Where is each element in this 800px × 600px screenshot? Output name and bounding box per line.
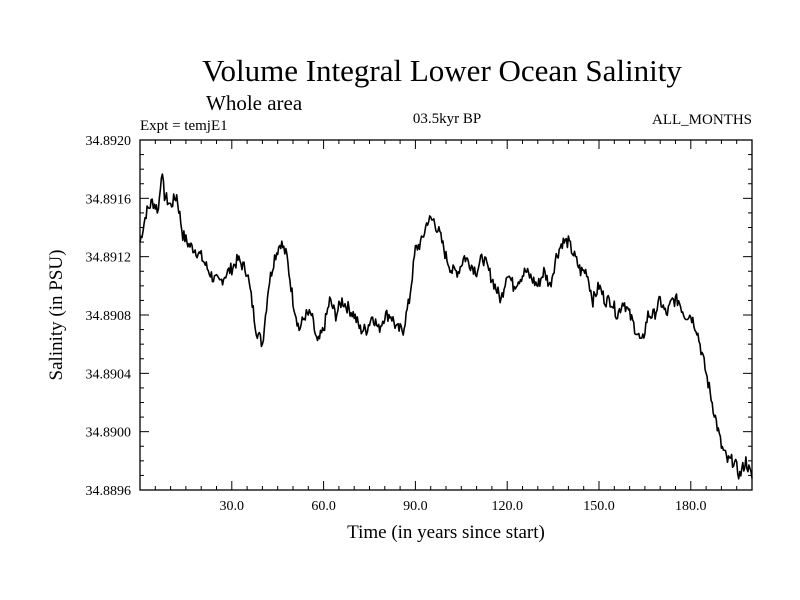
y-tick-label: 34.8904 <box>86 367 132 382</box>
x-axis-label: Time (in years since start) <box>347 522 545 543</box>
y-tick-label: 34.8908 <box>86 309 132 324</box>
x-tick-label: 90.0 <box>403 499 428 514</box>
chart-subtitle: Whole area <box>206 91 303 115</box>
period-label: 03.5kyr BP <box>413 111 481 127</box>
months-label: ALL_MONTHS <box>652 112 752 128</box>
plot-frame <box>139 139 753 491</box>
y-tick-label: 34.8900 <box>86 426 132 441</box>
y-tick-label: 34.8912 <box>86 251 132 266</box>
x-tick-label: 60.0 <box>311 499 336 514</box>
axis-ticks <box>139 139 753 491</box>
y-tick-label: 34.8896 <box>86 484 132 499</box>
salinity-series-line <box>139 173 753 480</box>
x-tick-label: 180.0 <box>675 499 707 514</box>
expt-label: Expt = temjE1 <box>140 118 228 134</box>
x-tick-label: 30.0 <box>220 499 245 514</box>
chart-title: Volume Integral Lower Ocean Salinity <box>202 53 682 88</box>
x-tick-label: 120.0 <box>491 499 523 514</box>
x-tick-label: 150.0 <box>583 499 615 514</box>
y-axis-label: Salinity (in PSU) <box>46 250 67 381</box>
y-tick-label: 34.8916 <box>86 192 132 207</box>
tick-labels: 30.0 60.0 90.0 120.0 150.0 180.0 34.8896 34.890… <box>86 134 707 514</box>
y-tick-label: 34.8920 <box>86 134 132 149</box>
